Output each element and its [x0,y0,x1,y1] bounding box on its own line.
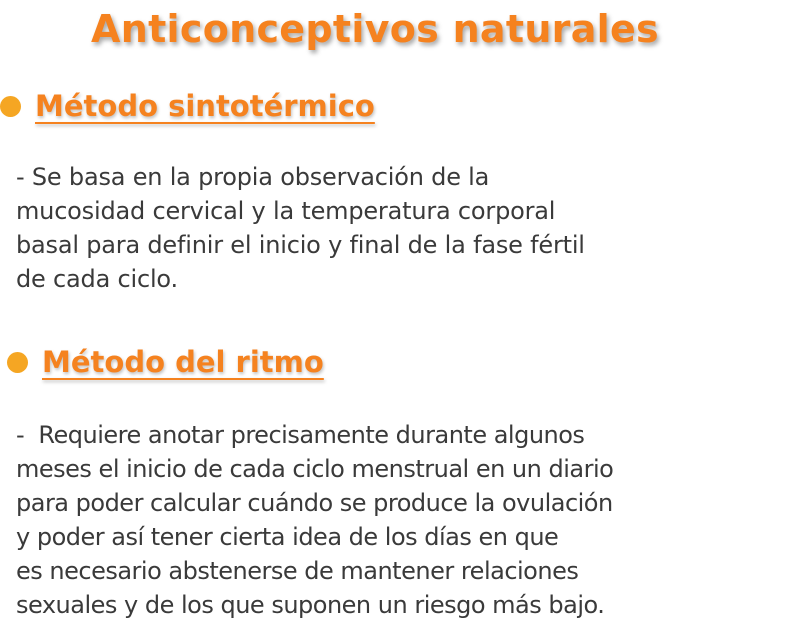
section-heading-label: Método del ritmo [42,345,324,379]
slide-title: Anticonceptivos naturales [91,7,659,51]
body-line: mucosidad cervical y la temperatura corp… [16,197,556,225]
body-line: es necesario abstenerse de mantener rela… [16,557,579,585]
body-line: sexuales y de los que suponen un riesgo … [16,591,605,619]
body-line: - Se basa en la propia observación de la [16,163,490,191]
section-heading-ritmo: Método del ritmo [7,345,324,379]
body-line: - Requiere anotar precisamente durante a… [16,421,585,449]
body-line: para poder calcular cuándo se produce la… [16,489,613,517]
section-body-sintotermico: - Se basa en la propia observación de la… [16,160,585,296]
body-line: y poder así tener cierta idea de los día… [16,523,559,551]
section-heading-sintotermico: Método sintotérmico [0,89,375,123]
section-heading-label: Método sintotérmico [35,89,375,123]
body-line: basal para definir el inicio y final de … [16,231,585,259]
section-body-ritmo: - Requiere anotar precisamente durante a… [16,418,614,622]
body-line: meses el inicio de cada ciclo menstrual … [16,455,614,483]
body-line: de cada ciclo. [16,265,178,293]
bullet-dot-icon [0,95,21,117]
bullet-dot-icon [7,351,28,373]
